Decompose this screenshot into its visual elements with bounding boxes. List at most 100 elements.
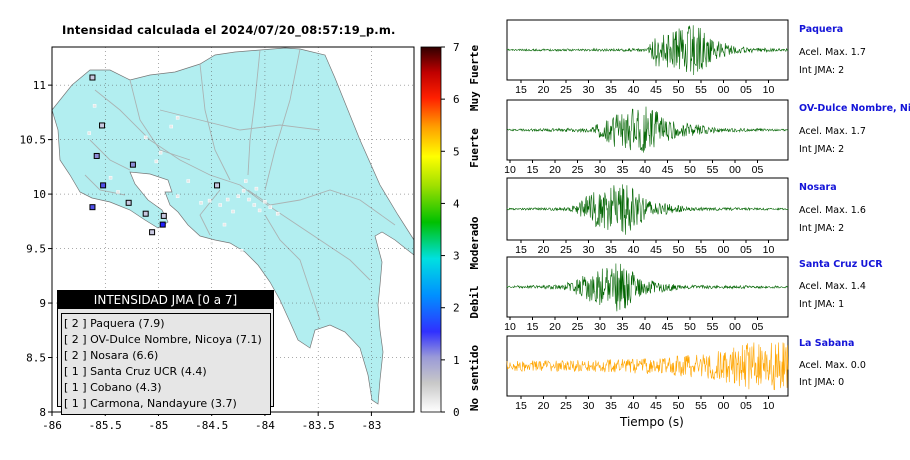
- station-jma: Int JMA: 0: [799, 377, 845, 388]
- time-tick-label: 00: [729, 164, 741, 176]
- time-tick-label: 40: [639, 321, 651, 333]
- colorbar-tick-label: 7: [453, 41, 460, 54]
- station-accel: Acel. Max. 0.0: [799, 360, 866, 371]
- time-tick-label: 20: [549, 164, 561, 176]
- waveform-trace: [507, 106, 789, 153]
- time-tick-label: 05: [752, 164, 764, 176]
- station-marker: [142, 210, 149, 217]
- colorbar-ticks: 7 6 5 4 3 2 1 0: [441, 41, 460, 419]
- x-tick-label: -84.5: [195, 419, 228, 432]
- time-tick-label: 30: [583, 244, 595, 256]
- time-tick-label: 40: [639, 164, 651, 176]
- y-tick-label: 11: [33, 79, 46, 92]
- colorbar-tick-label: 0: [453, 406, 460, 419]
- colorbar-tick-label: 5: [453, 145, 460, 158]
- legend-item: [ 2 ] Nosara (6.6): [64, 349, 159, 362]
- x-tick-label: -83.5: [302, 419, 335, 432]
- y-tick-label: 9: [39, 297, 46, 310]
- time-tick-label: 10: [504, 321, 516, 333]
- time-tick-label: 25: [560, 244, 572, 256]
- station-jma: Int JMA: 2: [799, 65, 845, 76]
- time-tick-label: 10: [504, 164, 516, 176]
- station-accel: Acel. Max. 1.7: [799, 126, 866, 137]
- time-tick-label: 15: [515, 400, 527, 412]
- colorbar-category: Muy Fuerte: [468, 45, 481, 112]
- station-marker: [186, 179, 191, 183]
- colorbar-categories: Muy Fuerte Fuerte Moderado Debil No sentido: [468, 45, 481, 412]
- y-tick-label: 8: [39, 406, 46, 419]
- station-marker: [241, 189, 246, 193]
- time-tick-label: 35: [617, 321, 629, 333]
- station-marker: [99, 122, 106, 129]
- station-marker: [125, 199, 132, 206]
- station-accel: Acel. Max. 1.7: [799, 47, 866, 58]
- time-tick-label: 45: [662, 164, 674, 176]
- legend-item: [ 2 ] OV-Dulce Nombre, Nicoya (7.1): [64, 333, 262, 346]
- station-marker: [93, 152, 100, 159]
- x-tick-label: -86: [42, 419, 62, 432]
- time-tick-label: 45: [650, 84, 662, 96]
- y-tick-label: 10: [33, 188, 46, 201]
- x-tick-label: -84: [255, 419, 275, 432]
- time-tick-label: 05: [740, 84, 752, 96]
- station-marker: [100, 182, 107, 189]
- station-marker: [89, 74, 96, 81]
- waveform-trace: [506, 25, 789, 76]
- station-accel: Acel. Max. 1.6: [799, 205, 866, 216]
- time-tick-label: 55: [695, 400, 707, 412]
- time-tick-label: 30: [594, 164, 606, 176]
- station-marker: [207, 198, 212, 203]
- colorbar: [420, 46, 442, 413]
- waveform-panel: [506, 256, 789, 318]
- station-markers: [87, 74, 280, 253]
- time-axis-label: Tiempo (s): [620, 415, 684, 429]
- time-tick-label: 25: [572, 164, 584, 176]
- station-marker: [116, 190, 120, 194]
- time-tick-label: 50: [684, 321, 696, 333]
- waveform-panel: [506, 99, 789, 161]
- costa-rica-land: [51, 47, 415, 405]
- station-marker: [275, 211, 280, 216]
- time-tick-label: 35: [617, 164, 629, 176]
- time-tick-label: 00: [718, 400, 730, 412]
- station-marker: [129, 161, 136, 168]
- time-tick-label: 05: [740, 244, 752, 256]
- station-marker: [218, 203, 222, 207]
- station-marker: [92, 104, 97, 108]
- time-tick-label: 20: [538, 400, 550, 412]
- station-marker: [108, 175, 113, 180]
- time-tick-label: 10: [763, 84, 775, 96]
- time-tick-label: 40: [628, 400, 640, 412]
- colorbar-tick-label: 4: [453, 197, 460, 210]
- colorbar-category: Debil: [468, 285, 481, 318]
- station-marker: [231, 209, 235, 214]
- time-tick-label: 50: [673, 244, 685, 256]
- x-tick-label: -83: [361, 419, 381, 432]
- time-tick-label: 00: [729, 321, 741, 333]
- station-marker: [214, 182, 221, 189]
- colorbar-category: No sentido: [468, 345, 481, 412]
- station-name: Santa Cruz UCR: [799, 259, 883, 270]
- time-tick-label: 15: [515, 84, 527, 96]
- colorbar-tick-label: 1: [453, 354, 460, 367]
- legend-item: [ 1 ] Carmona, Nandayure (3.7): [64, 397, 237, 410]
- time-tick-label: 50: [684, 164, 696, 176]
- time-tick-label: 45: [650, 244, 662, 256]
- time-tick-label: 15: [527, 164, 539, 176]
- waveform-trace: [506, 184, 789, 235]
- time-tick-label: 55: [707, 321, 719, 333]
- station-jma: Int JMA: 2: [799, 223, 845, 234]
- station-marker: [175, 116, 180, 120]
- colorbar-category: Moderado: [468, 216, 481, 269]
- time-tick-label: 25: [560, 400, 572, 412]
- time-tick-label: 55: [707, 164, 719, 176]
- station-marker: [268, 205, 273, 209]
- station-marker: [236, 194, 241, 199]
- station-marker: [225, 197, 230, 202]
- station-name: La Sabana: [799, 338, 855, 349]
- y-tick-label: 8.5: [26, 352, 46, 365]
- station-marker: [247, 197, 251, 202]
- time-tick-label: 50: [673, 400, 685, 412]
- time-tick-label: 05: [740, 400, 752, 412]
